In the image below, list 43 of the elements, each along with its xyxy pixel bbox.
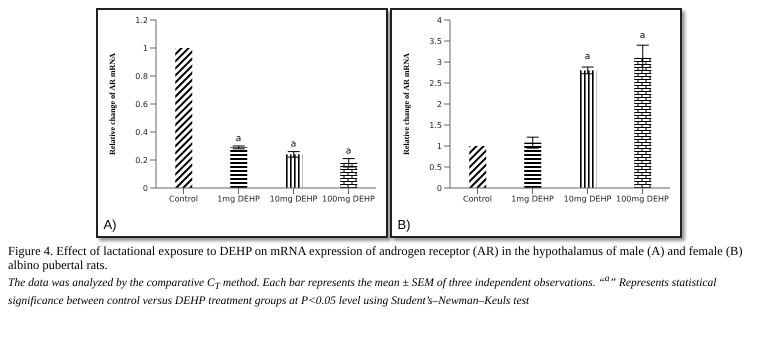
x-tick-label: Control [168, 194, 198, 204]
y-tick-label: 1 [142, 44, 148, 53]
y-tick-label: 1.2 [134, 16, 148, 25]
y-tick-label: 4 [436, 16, 442, 25]
y-tick-label: 1 [436, 142, 442, 151]
x-tick-label: 1mg DEHP [216, 194, 260, 204]
bar [230, 147, 247, 188]
text: A) [104, 217, 116, 232]
y-tick-label: 0 [142, 184, 148, 193]
y-tick-label: 0.4 [134, 128, 148, 137]
x-tick-label: 1mg DEHP [510, 194, 554, 204]
x-tick-label: Control [462, 194, 492, 204]
annotation: a [584, 52, 590, 62]
bar [578, 70, 596, 188]
x-tick-label: 10mg DEHP [269, 194, 317, 204]
bar [524, 142, 541, 188]
y-tick-label: 0.6 [134, 100, 148, 109]
y-tick-label: 0 [436, 184, 442, 193]
bar [468, 146, 486, 188]
annotation: a [639, 31, 645, 42]
x-tick-label: 10mg DEHP [563, 194, 611, 204]
text: The data was analyzed by the comparative C$_{T}$ method. Each bar represents the mean ± SEM of three independent observations. “$^{a}$” Represents statistical significance between control versus DEHP treatment groups at P<0.05 level using Student’s–Newman–Keuls test [8, 273, 716, 308]
y-tick-label: 1.5 [428, 120, 442, 130]
y-axis-title: Relative change of AR mRNA [401, 52, 410, 155]
y-tick-label: 3 [436, 58, 442, 67]
y-tick-label: 3.5 [428, 36, 442, 46]
y-tick-label: 2 [436, 100, 442, 109]
y-tick-label: 0.8 [134, 72, 148, 81]
x-tick-label: 100mg DEHP [616, 194, 669, 204]
bar [174, 48, 192, 188]
annotation: a [235, 134, 241, 144]
x-tick-label: 100mg DEHP [322, 194, 375, 204]
bar [284, 154, 302, 188]
y-tick-label: 0.5 [428, 162, 442, 172]
y-axis-title: Relative change of AR mRNA [107, 52, 116, 155]
annotation: a [345, 146, 351, 157]
y-tick-label: 2.5 [428, 78, 442, 88]
annotation: a [290, 140, 296, 150]
bar [634, 58, 651, 188]
bar [340, 162, 357, 188]
y-tick-label: 0.2 [134, 156, 148, 165]
text: B) [398, 217, 410, 232]
caption: Figure 4. Effect of lactational exposure to DEHP on mRNA expression of androgen receptor (AR) in the hypothalamus of male (A) and female (B) albino pubertal rats. [8, 244, 744, 272]
